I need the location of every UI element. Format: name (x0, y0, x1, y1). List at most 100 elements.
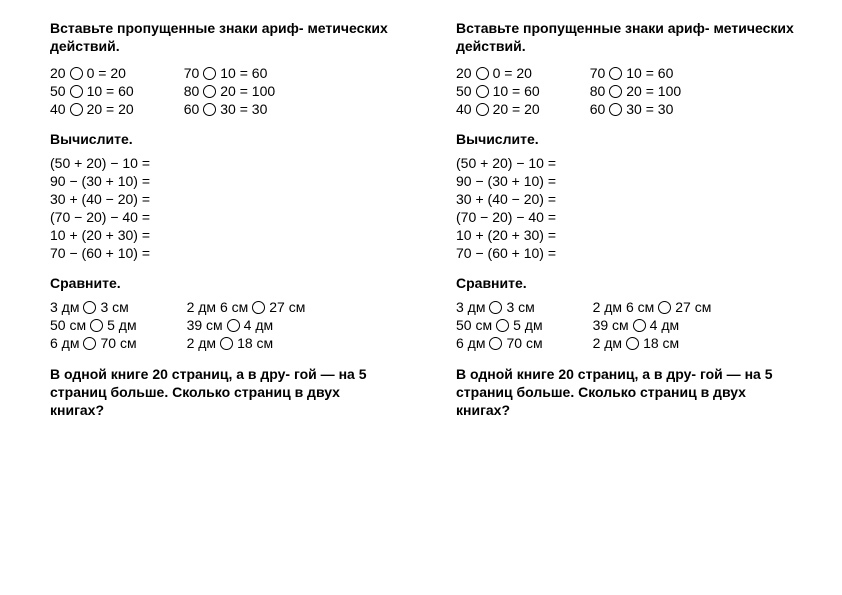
section-heading-1: Вставьте пропущенные знаки ариф- метичес… (50, 20, 396, 55)
blank-circle-icon (83, 337, 96, 350)
compare-block: 3 дм3 см 50 см5 дм 6 дм70 см 2 дм 6 см27… (456, 299, 802, 351)
eq-right: 0 = 20 (493, 65, 532, 81)
worksheet-left: Вставьте пропущенные знаки ариф- метичес… (50, 20, 396, 575)
eq-right: 30 = 30 (626, 101, 673, 117)
calc-row: 70 − (60 + 10) = (456, 245, 802, 261)
cmp-col-a: 3 дм3 см 50 см 5 дм 6 дм 70 см (50, 299, 137, 351)
blank-circle-icon (476, 103, 489, 116)
calc-row: 70 − (60 + 10) = (50, 245, 396, 261)
cmp-right: 18 см (237, 335, 273, 351)
eq-col-b: 7010 = 60 80 20 = 100 60 30 = 30 (184, 65, 275, 117)
eq-left: 70 (590, 65, 606, 81)
eq-row: 70 10 = 60 (590, 65, 681, 81)
blank-circle-icon (609, 85, 622, 98)
calc-row: (50 + 20) − 10 = (456, 155, 802, 171)
eq-left: 40 (456, 101, 472, 117)
cmp-left: 3 дм (456, 299, 485, 315)
eq-right: 10 = 60 (87, 83, 134, 99)
calc-row: 90 − (30 + 10) = (50, 173, 396, 189)
blank-circle-icon (220, 337, 233, 350)
cmp-left: 6 дм (456, 335, 485, 351)
eq-row: 7010 = 60 (184, 65, 275, 81)
calc-row: 90 − (30 + 10) = (456, 173, 802, 189)
word-problem: В одной книге 20 страниц, а в дру- гой —… (456, 365, 802, 420)
blank-circle-icon (70, 67, 83, 80)
eq-right: 10 = 60 (493, 83, 540, 99)
cmp-row: 3 дм 3 см (456, 299, 543, 315)
eq-right: 10 = 60 (626, 65, 673, 81)
eq-row: 200 = 20 (456, 65, 540, 81)
cmp-left: 50 см (50, 317, 86, 333)
calc-row: (70 − 20) − 40 = (456, 209, 802, 225)
cmp-right: 27 см (269, 299, 305, 315)
cmp-right: 70 см (100, 335, 136, 351)
section-heading-1: Вставьте пропущенные знаки ариф- метичес… (456, 20, 802, 55)
blank-circle-icon (609, 67, 622, 80)
blank-circle-icon (83, 301, 96, 314)
cmp-right: 3 см (506, 299, 534, 315)
cmp-left: 2 дм 6 см (593, 299, 655, 315)
blank-circle-icon (626, 337, 639, 350)
blank-circle-icon (90, 319, 103, 332)
cmp-left: 2 дм (593, 335, 622, 351)
cmp-right: 70 см (506, 335, 542, 351)
cmp-col-b: 2 дм 6 см 27 см 39 см 4 дм 2 дм 18 см (187, 299, 306, 351)
eq-row: 4020 = 20 (50, 101, 134, 117)
cmp-right: 4 дм (244, 317, 273, 333)
calc-list: (50 + 20) − 10 = 90 − (30 + 10) = 30 + (… (456, 155, 802, 261)
eq-col-a: 200 = 20 50 10 = 60 4020 = 20 (456, 65, 540, 117)
blank-circle-icon (70, 103, 83, 116)
blank-circle-icon (489, 301, 502, 314)
cmp-row: 2 дм 6 см 27 см (187, 299, 306, 315)
eq-right: 30 = 30 (220, 101, 267, 117)
cmp-row: 2 дм 18 см (593, 335, 712, 351)
eq-row: 60 30 = 30 (184, 101, 275, 117)
eq-row: 80 20 = 100 (590, 83, 681, 99)
cmp-row: 6 дм 70 см (456, 335, 543, 351)
blank-circle-icon (476, 67, 489, 80)
cmp-right: 27 см (675, 299, 711, 315)
eq-left: 40 (50, 101, 66, 117)
section-heading-3: Сравните. (456, 275, 802, 291)
eq-right: 20 = 100 (220, 83, 275, 99)
calc-row: 10 + (20 + 30) = (456, 227, 802, 243)
blank-circle-icon (227, 319, 240, 332)
eq-left: 80 (184, 83, 200, 99)
cmp-right: 18 см (643, 335, 679, 351)
cmp-left: 2 дм (187, 335, 216, 351)
eq-left: 70 (184, 65, 200, 81)
blank-circle-icon (203, 103, 216, 116)
blank-circle-icon (658, 301, 671, 314)
eq-right: 0 = 20 (87, 65, 126, 81)
cmp-right: 4 дм (650, 317, 679, 333)
blank-circle-icon (203, 67, 216, 80)
eq-right: 20 = 100 (626, 83, 681, 99)
calc-row: (50 + 20) − 10 = (50, 155, 396, 171)
cmp-left: 3 дм (50, 299, 79, 315)
eq-left: 60 (184, 101, 200, 117)
calc-row: (70 − 20) − 40 = (50, 209, 396, 225)
cmp-row: 39 см 4 дм (187, 317, 306, 333)
blank-circle-icon (489, 337, 502, 350)
equations-block-1: 200 = 20 50 10 = 60 4020 = 20 70 10 = 60 8… (456, 65, 802, 117)
blank-circle-icon (70, 85, 83, 98)
cmp-row: 39 см 4 дм (593, 317, 712, 333)
cmp-right: 5 дм (107, 317, 136, 333)
word-problem: В одной книге 20 страниц, а в дру- гой —… (50, 365, 396, 420)
cmp-left: 6 дм (50, 335, 79, 351)
blank-circle-icon (633, 319, 646, 332)
section-heading-2: Вычислите. (456, 131, 802, 147)
worksheet-right: Вставьте пропущенные знаки ариф- метичес… (456, 20, 802, 575)
eq-row: 4020 = 20 (456, 101, 540, 117)
eq-left: 50 (456, 83, 472, 99)
cmp-row: 3 дм3 см (50, 299, 137, 315)
cmp-left: 39 см (593, 317, 629, 333)
blank-circle-icon (609, 103, 622, 116)
section-heading-2: Вычислите. (50, 131, 396, 147)
cmp-left: 39 см (187, 317, 223, 333)
cmp-row: 6 дм 70 см (50, 335, 137, 351)
cmp-right: 5 дм (513, 317, 542, 333)
cmp-left: 2 дм 6 см (187, 299, 249, 315)
eq-left: 80 (590, 83, 606, 99)
calc-row: 30 + (40 − 20) = (456, 191, 802, 207)
